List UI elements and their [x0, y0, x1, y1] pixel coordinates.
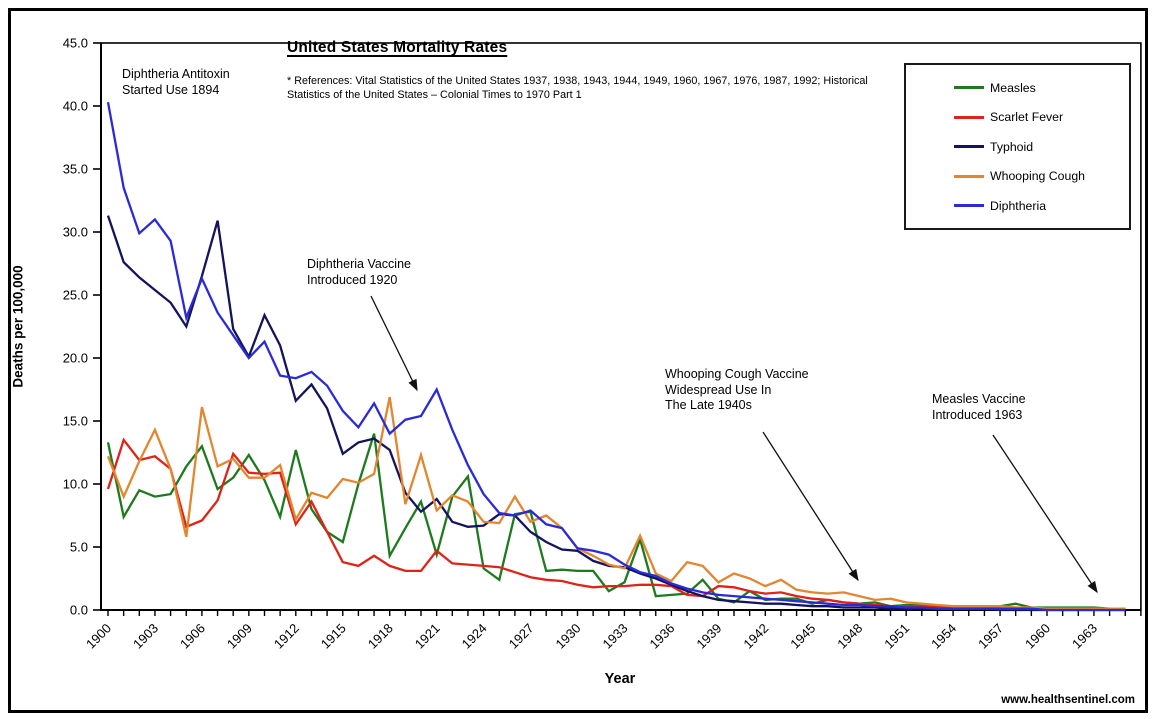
svg-text:30.0: 30.0 — [63, 225, 88, 240]
svg-text:35.0: 35.0 — [63, 162, 88, 177]
annotation-diphtheria-antitoxin: Diphtheria Antitoxin Started Use 1894 — [122, 67, 230, 97]
svg-text:40.0: 40.0 — [63, 99, 88, 114]
svg-text:5.0: 5.0 — [70, 540, 88, 555]
annotation-whooping-cough-vaccine: Whooping Cough Vaccine Widespread Use In… — [665, 367, 809, 412]
svg-text:25.0: 25.0 — [63, 288, 88, 303]
legend-label-diphtheria: Diphtheria — [990, 198, 1047, 213]
annotation-arrows — [370, 295, 1098, 594]
watermark-url: www.healthsentinel.com — [1001, 694, 1135, 706]
chart-title: United States Mortality Rates — [287, 39, 508, 56]
legend-item-scarlet-fever: Scarlet Fever — [954, 110, 1129, 124]
legend-label-typhoid: Typhoid — [990, 139, 1034, 154]
svg-text:0.0: 0.0 — [70, 603, 88, 618]
plot-frame — [100, 42, 1142, 611]
x-axis-title: Year — [604, 671, 636, 687]
image-border — [8, 8, 1148, 713]
legend-label-scarlet-fever: Scarlet Fever — [990, 110, 1064, 124]
whooping-cough-line-swatch — [954, 174, 984, 178]
svg-text:20.0: 20.0 — [63, 351, 88, 366]
legend-item-diphtheria: Diphtheria — [954, 199, 1129, 213]
svg-text:15.0: 15.0 — [63, 414, 88, 429]
legend: Measles Scarlet Fever Typhoid Whooping C… — [904, 63, 1131, 230]
measles-line-swatch — [954, 86, 984, 89]
legend-label-measles: Measles — [990, 80, 1036, 95]
legend-item-typhoid: Typhoid — [954, 140, 1129, 154]
legend-item-measles: Measles — [954, 81, 1129, 95]
svg-text:45.0: 45.0 — [63, 36, 88, 51]
annotation-diphtheria-vaccine: Diphtheria Vaccine Introduced 1920 — [307, 257, 411, 287]
series-lines — [106, 101, 1126, 612]
scarlet-fever-line-swatch — [954, 115, 984, 119]
legend-item-whooping-cough: Whooping Cough — [954, 169, 1129, 183]
svg-text:10.0: 10.0 — [63, 477, 88, 492]
legend-label-whooping-cough: Whooping Cough — [990, 169, 1086, 183]
diphtheria-line-swatch — [954, 204, 984, 207]
references-note: * References: Vital Statistics of the Un… — [287, 75, 868, 102]
y-axis-title: Deaths per 100,000 — [10, 265, 26, 388]
typhoid-line-swatch — [954, 145, 984, 148]
annotation-measles-vaccine: Measles Vaccine Introduced 1963 — [932, 392, 1026, 422]
